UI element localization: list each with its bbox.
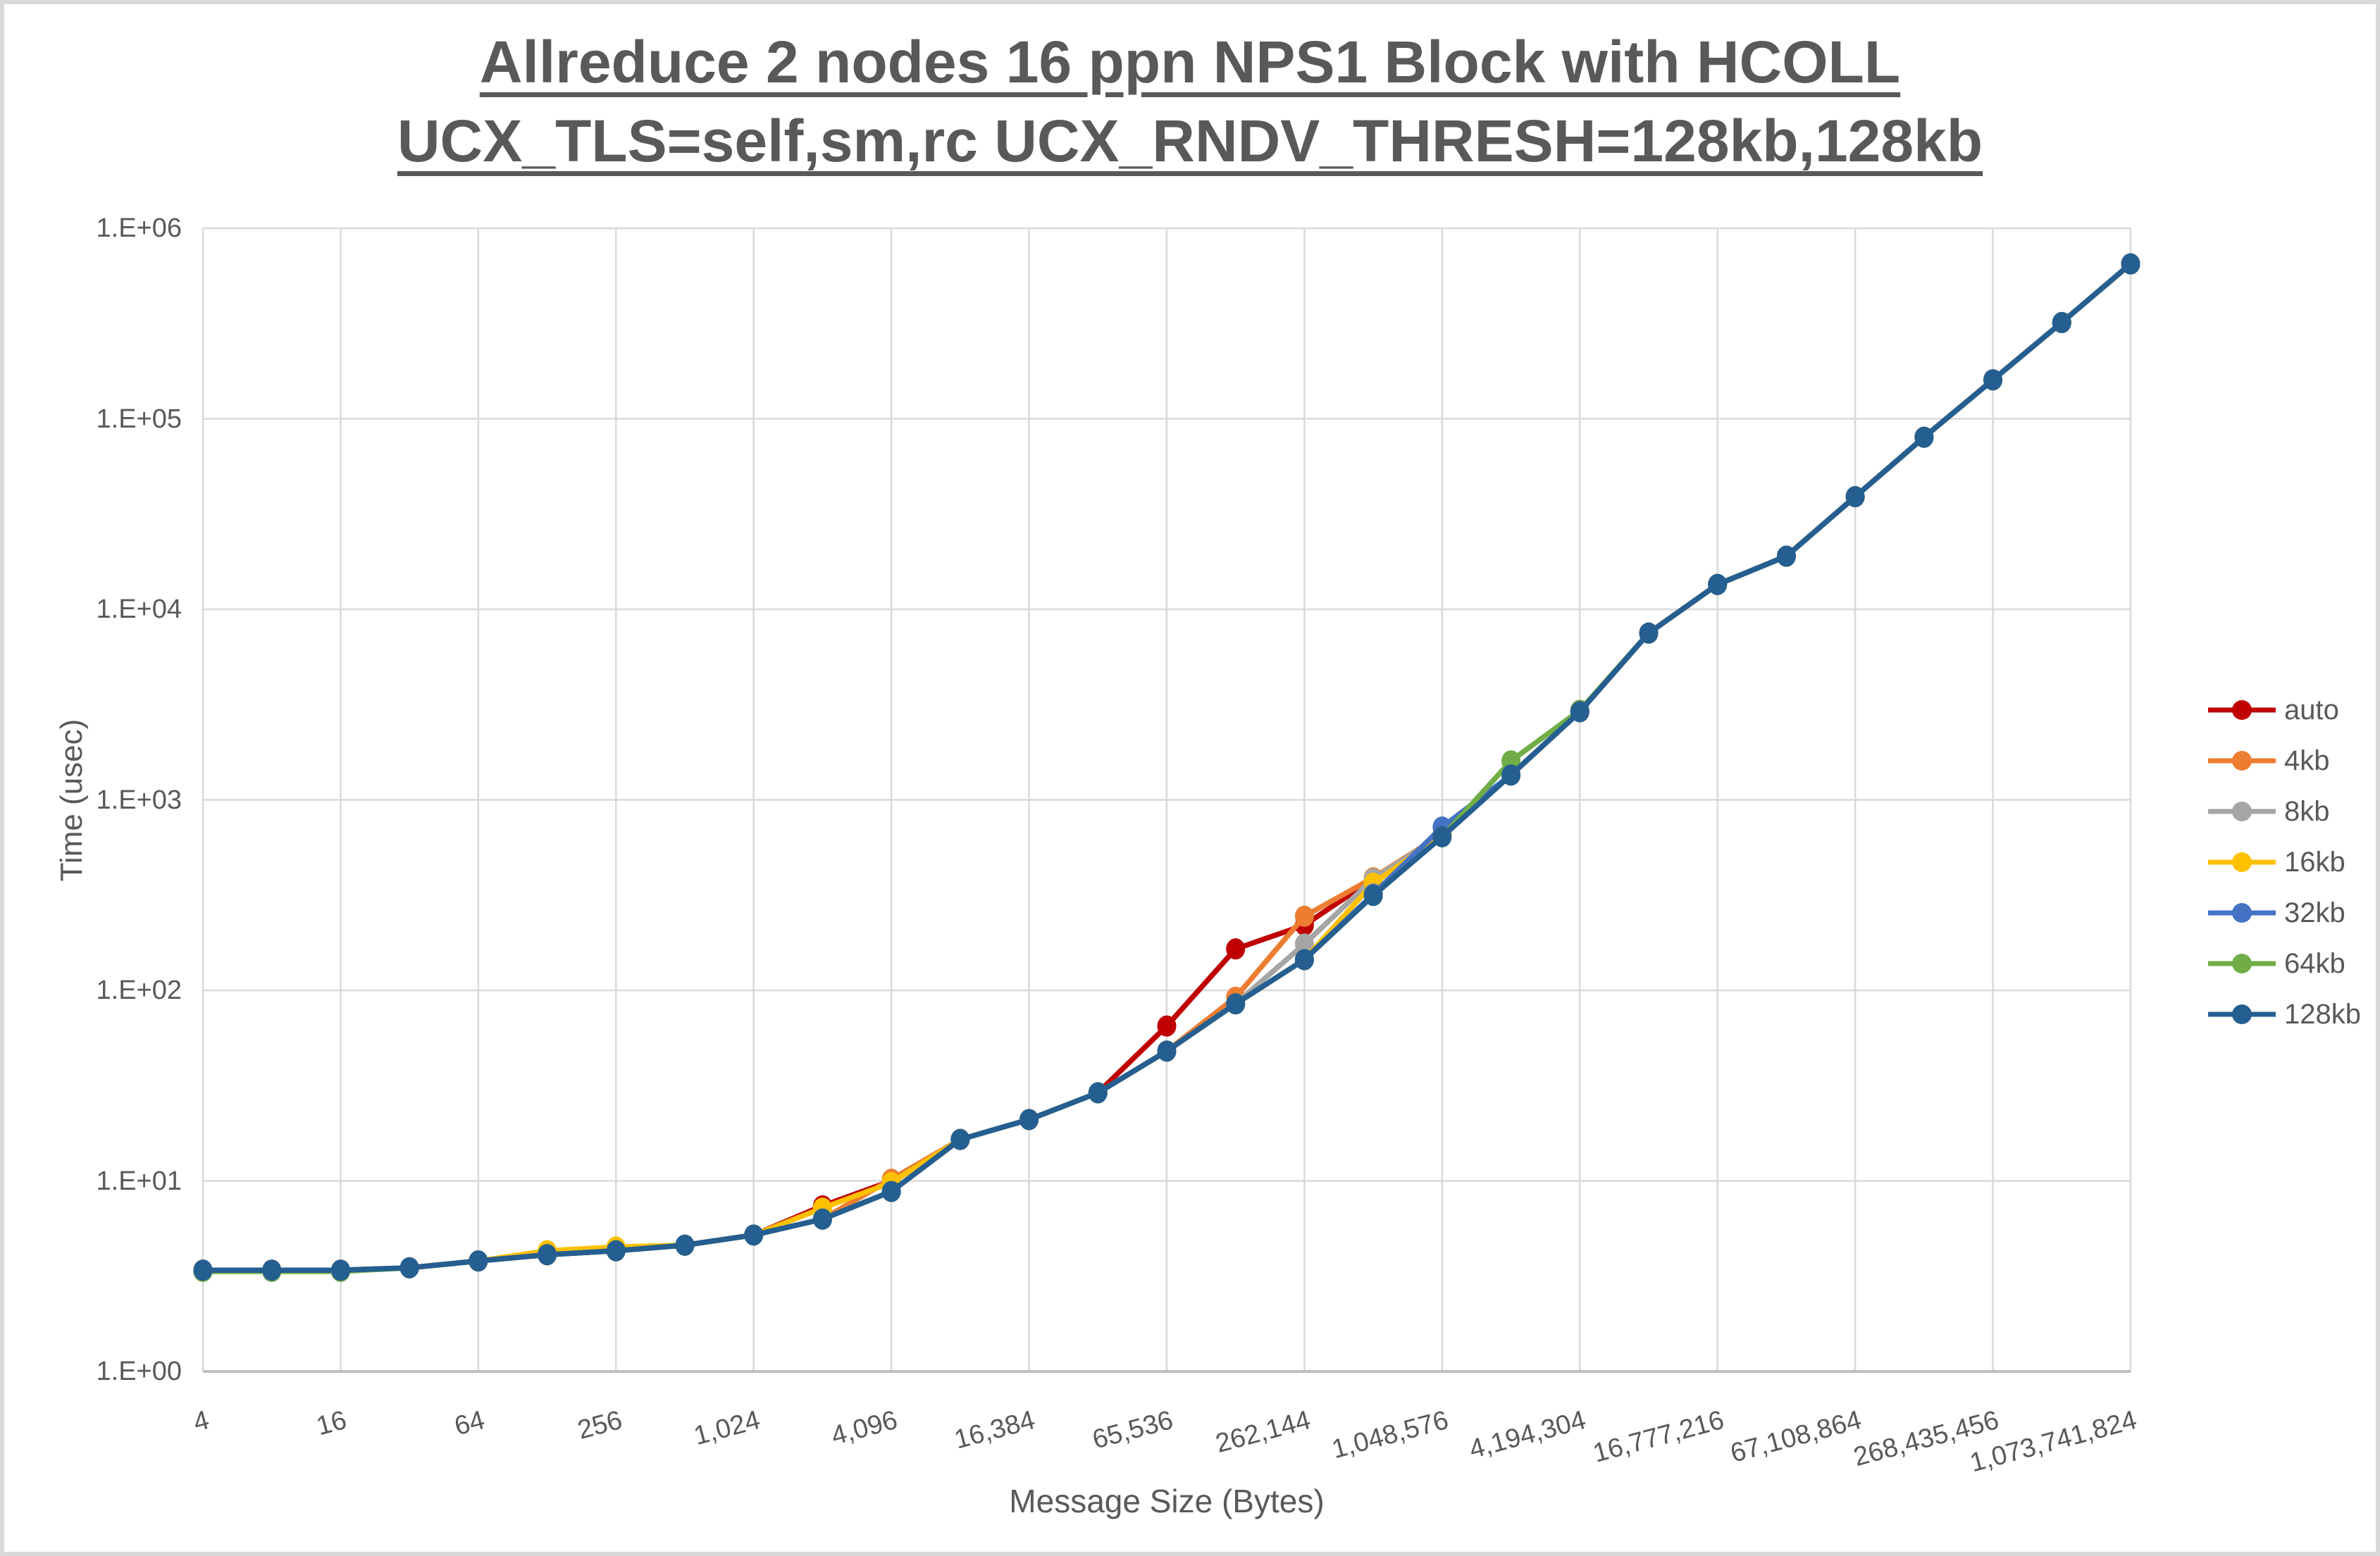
- y-tick-label: 1.E+00: [96, 1357, 182, 1386]
- series-marker-128kb: [1845, 486, 1865, 508]
- y-tick-label: 1.E+02: [96, 976, 182, 1005]
- y-tick-label: 1.E+06: [96, 213, 182, 243]
- series-marker-128kb: [1226, 993, 1246, 1015]
- series-marker-128kb: [2121, 253, 2140, 275]
- series-marker-128kb: [1294, 949, 1314, 971]
- legend-swatch-4kb: [2208, 751, 2276, 771]
- series-marker-128kb: [675, 1234, 695, 1256]
- series-marker-128kb: [1019, 1109, 1039, 1131]
- legend-item-16kb: 16kb: [2208, 842, 2345, 882]
- series-marker-128kb: [744, 1224, 764, 1246]
- legend-item-auto: auto: [2208, 690, 2339, 730]
- legend-item-128kb: 128kb: [2208, 995, 2361, 1034]
- series-marker-128kb: [193, 1259, 213, 1281]
- series-marker-128kb: [399, 1257, 419, 1278]
- y-tick-label: 1.E+03: [96, 785, 182, 815]
- legend-label: 128kb: [2284, 998, 2361, 1030]
- series-marker-128kb: [1570, 701, 1589, 723]
- y-tick-label: 1.E+04: [96, 595, 182, 624]
- series-marker-128kb: [1914, 426, 1934, 448]
- series-marker-8kb: [1294, 933, 1314, 955]
- legend-swatch-auto: [2208, 700, 2276, 720]
- series-marker-128kb: [1708, 573, 1728, 595]
- series-marker-128kb: [1432, 826, 1452, 847]
- plot-area: [193, 227, 2140, 1373]
- series-marker-128kb: [812, 1208, 832, 1230]
- chart-title-line2: UCX_TLS=self,sm,rc UCX_RNDV_THRESH=128kb…: [397, 108, 1983, 174]
- series-marker-128kb: [262, 1259, 282, 1281]
- series-marker-128kb: [1157, 1040, 1177, 1062]
- series-marker-auto: [1226, 938, 1246, 960]
- legend-item-8kb: 8kb: [2208, 792, 2330, 831]
- x-axis-title: Message Size (Bytes): [1009, 1483, 1325, 1519]
- legend-swatch-128kb: [2208, 1004, 2276, 1024]
- series-marker-128kb: [538, 1244, 557, 1266]
- y-tick-label: 1.E+05: [96, 404, 182, 434]
- legend-label: 64kb: [2284, 947, 2345, 979]
- series-marker-128kb: [1776, 545, 1796, 567]
- series-marker-128kb: [881, 1181, 901, 1202]
- chart-title: Allreduce 2 nodes 16 ppn NPS1 Block with…: [4, 23, 2376, 180]
- series-marker-128kb: [1501, 764, 1521, 786]
- chart-title-line1: Allreduce 2 nodes 16 ppn NPS1 Block with…: [479, 29, 1901, 95]
- y-tick-label: 1.E+01: [96, 1166, 182, 1196]
- series-marker-128kb: [606, 1240, 626, 1262]
- legend-label: auto: [2284, 694, 2339, 726]
- series-marker-128kb: [950, 1128, 970, 1150]
- series-marker-4kb: [1294, 905, 1314, 927]
- series-marker-128kb: [469, 1250, 488, 1272]
- series-marker-128kb: [330, 1259, 350, 1281]
- series-marker-128kb: [1363, 885, 1383, 907]
- legend-label: 32kb: [2284, 897, 2345, 928]
- legend-label: 4kb: [2284, 745, 2330, 776]
- legend-item-64kb: 64kb: [2208, 944, 2345, 983]
- legend-swatch-16kb: [2208, 852, 2276, 872]
- legend-swatch-64kb: [2208, 954, 2276, 973]
- legend-swatch-32kb: [2208, 903, 2276, 923]
- y-axis-title: Time (usec): [54, 718, 89, 882]
- legend-label: 16kb: [2284, 846, 2345, 878]
- legend-item-4kb: 4kb: [2208, 741, 2330, 780]
- series-marker-128kb: [1639, 622, 1659, 644]
- series-marker-auto: [1157, 1015, 1177, 1037]
- series-marker-128kb: [1088, 1082, 1108, 1104]
- legend-swatch-8kb: [2208, 802, 2276, 821]
- legend-item-32kb: 32kb: [2208, 893, 2345, 933]
- series-marker-128kb: [2052, 311, 2071, 333]
- legend-label: 8kb: [2284, 795, 2330, 827]
- series-marker-128kb: [1983, 369, 2003, 391]
